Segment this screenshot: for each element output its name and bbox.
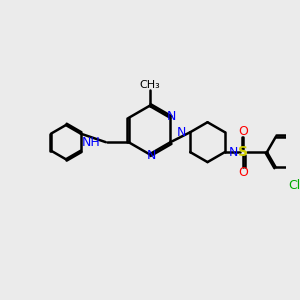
Text: O: O <box>238 166 248 179</box>
Text: NH: NH <box>82 136 101 149</box>
Text: S: S <box>238 145 248 159</box>
Text: N: N <box>229 146 239 159</box>
Text: N: N <box>146 149 156 162</box>
Text: CH₃: CH₃ <box>139 80 160 90</box>
Text: O: O <box>238 125 248 138</box>
Text: N: N <box>167 110 177 123</box>
Text: Cl: Cl <box>289 179 300 192</box>
Text: N: N <box>177 126 186 139</box>
